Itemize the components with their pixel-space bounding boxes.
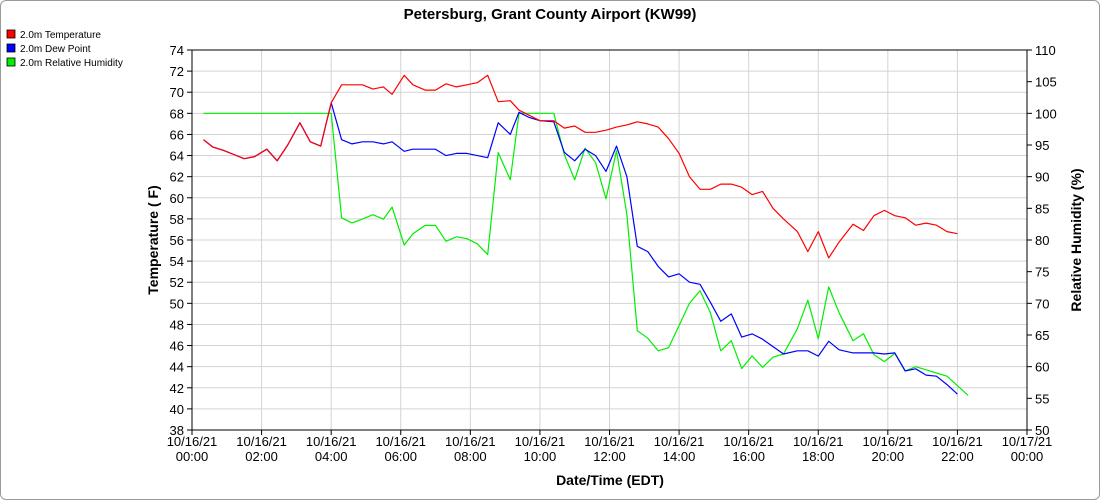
x-tick-date: 10/16/21	[375, 434, 426, 449]
x-tick-time: 06:00	[384, 449, 417, 464]
y2-tick-label: 80	[1035, 233, 1049, 248]
y-tick-label: 62	[170, 170, 184, 185]
y-tick-label: 40	[170, 402, 184, 417]
y-axis-left-ticks: 38 40 42 44 46 48 50 52 54 56 58 60 62 64 66 68 70 72 74	[170, 43, 192, 438]
x-tick-date: 10/16/21	[932, 434, 983, 449]
x-tick-time: 10:00	[524, 449, 557, 464]
x-tick-date: 10/16/21	[167, 434, 218, 449]
x-tick-date: 10/16/21	[236, 434, 287, 449]
legend: 2.0m Temperature 2.0m Dew Point 2.0m Relat…	[6, 29, 123, 69]
x-tick-time: 04:00	[315, 449, 348, 464]
y-tick-label: 50	[170, 296, 184, 311]
x-tick-date: 10/16/21	[723, 434, 774, 449]
y-tick-label: 72	[170, 64, 184, 79]
x-tick-time: 02:00	[245, 449, 278, 464]
x-tick-time: 14:00	[663, 449, 696, 464]
x-tick-time: 22:00	[941, 449, 974, 464]
x-tick-time: 16:00	[732, 449, 765, 464]
y-tick-label: 56	[170, 233, 184, 248]
x-axis-ticks: 10/16/2100:0010/16/2102:0010/16/2104:001…	[167, 430, 1053, 464]
y-tick-label: 58	[170, 212, 184, 227]
series-line-2-0m-relative-humidity	[203, 112, 969, 396]
y2-tick-label: 85	[1035, 201, 1049, 216]
x-tick-date: 10/17/21	[1002, 434, 1053, 449]
y2-tick-label: 65	[1035, 328, 1049, 343]
legend-swatch	[6, 29, 16, 39]
y2-tick-label: 90	[1035, 170, 1049, 185]
y-tick-label: 42	[170, 381, 184, 396]
y-tick-label: 54	[170, 254, 184, 269]
x-axis-title: Date/Time (EDT)	[556, 472, 664, 488]
y-tick-label: 48	[170, 317, 184, 332]
grid	[191, 49, 1028, 431]
x-tick-date: 10/16/21	[793, 434, 844, 449]
y-tick-label: 64	[170, 149, 184, 164]
x-tick-date: 10/16/21	[654, 434, 705, 449]
y2-tick-label: 110	[1035, 43, 1056, 58]
y-tick-label: 68	[170, 106, 184, 121]
x-tick-time: 00:00	[176, 449, 209, 464]
x-tick-time: 00:00	[1011, 449, 1044, 464]
legend-swatch	[6, 57, 16, 67]
x-tick-date: 10/16/21	[306, 434, 357, 449]
y-tick-label: 52	[170, 275, 184, 290]
x-tick-date: 10/16/21	[584, 434, 635, 449]
y-tick-label: 66	[170, 127, 184, 142]
y-axis-left-title: Temperature ( F)	[145, 185, 161, 294]
y-axis-right-ticks: 50 55 60 65 70 75 80 85 90 95 100 105 110	[1027, 43, 1057, 438]
x-tick-date: 10/16/21	[515, 434, 566, 449]
x-tick-date: 10/16/21	[863, 434, 914, 449]
y2-tick-label: 55	[1035, 391, 1049, 406]
series-line-2-0m-dew-point	[203, 102, 958, 395]
y-tick-label: 46	[170, 339, 184, 354]
y-tick-label: 70	[170, 85, 184, 100]
legend-label: 2.0m Dew Point	[20, 44, 91, 55]
y-tick-label: 60	[170, 191, 184, 206]
chart-title: Petersburg, Grant County Airport (KW99)	[404, 6, 697, 23]
y-axis-right-title: Relative Humidity (%)	[1068, 168, 1084, 311]
y-tick-label: 74	[170, 43, 184, 58]
y2-tick-label: 100	[1035, 106, 1057, 121]
y2-tick-label: 70	[1035, 296, 1049, 311]
series-layer	[203, 74, 969, 396]
x-tick-date: 10/16/21	[445, 434, 496, 449]
y2-tick-label: 50	[1035, 423, 1049, 438]
x-tick-time: 08:00	[454, 449, 487, 464]
legend-swatch	[6, 43, 16, 53]
legend-label: 2.0m Temperature	[20, 30, 101, 41]
x-tick-time: 12:00	[593, 449, 626, 464]
y2-tick-label: 95	[1035, 138, 1049, 153]
y-tick-label: 44	[170, 360, 184, 375]
y2-tick-label: 105	[1035, 75, 1057, 90]
y2-tick-label: 60	[1035, 360, 1049, 375]
x-tick-time: 20:00	[872, 449, 905, 464]
y-tick-label: 38	[170, 423, 184, 438]
y2-tick-label: 75	[1035, 265, 1049, 280]
x-tick-time: 18:00	[802, 449, 835, 464]
series-line-2-0m-temperature	[203, 74, 958, 259]
legend-label: 2.0m Relative Humidity	[20, 58, 123, 69]
